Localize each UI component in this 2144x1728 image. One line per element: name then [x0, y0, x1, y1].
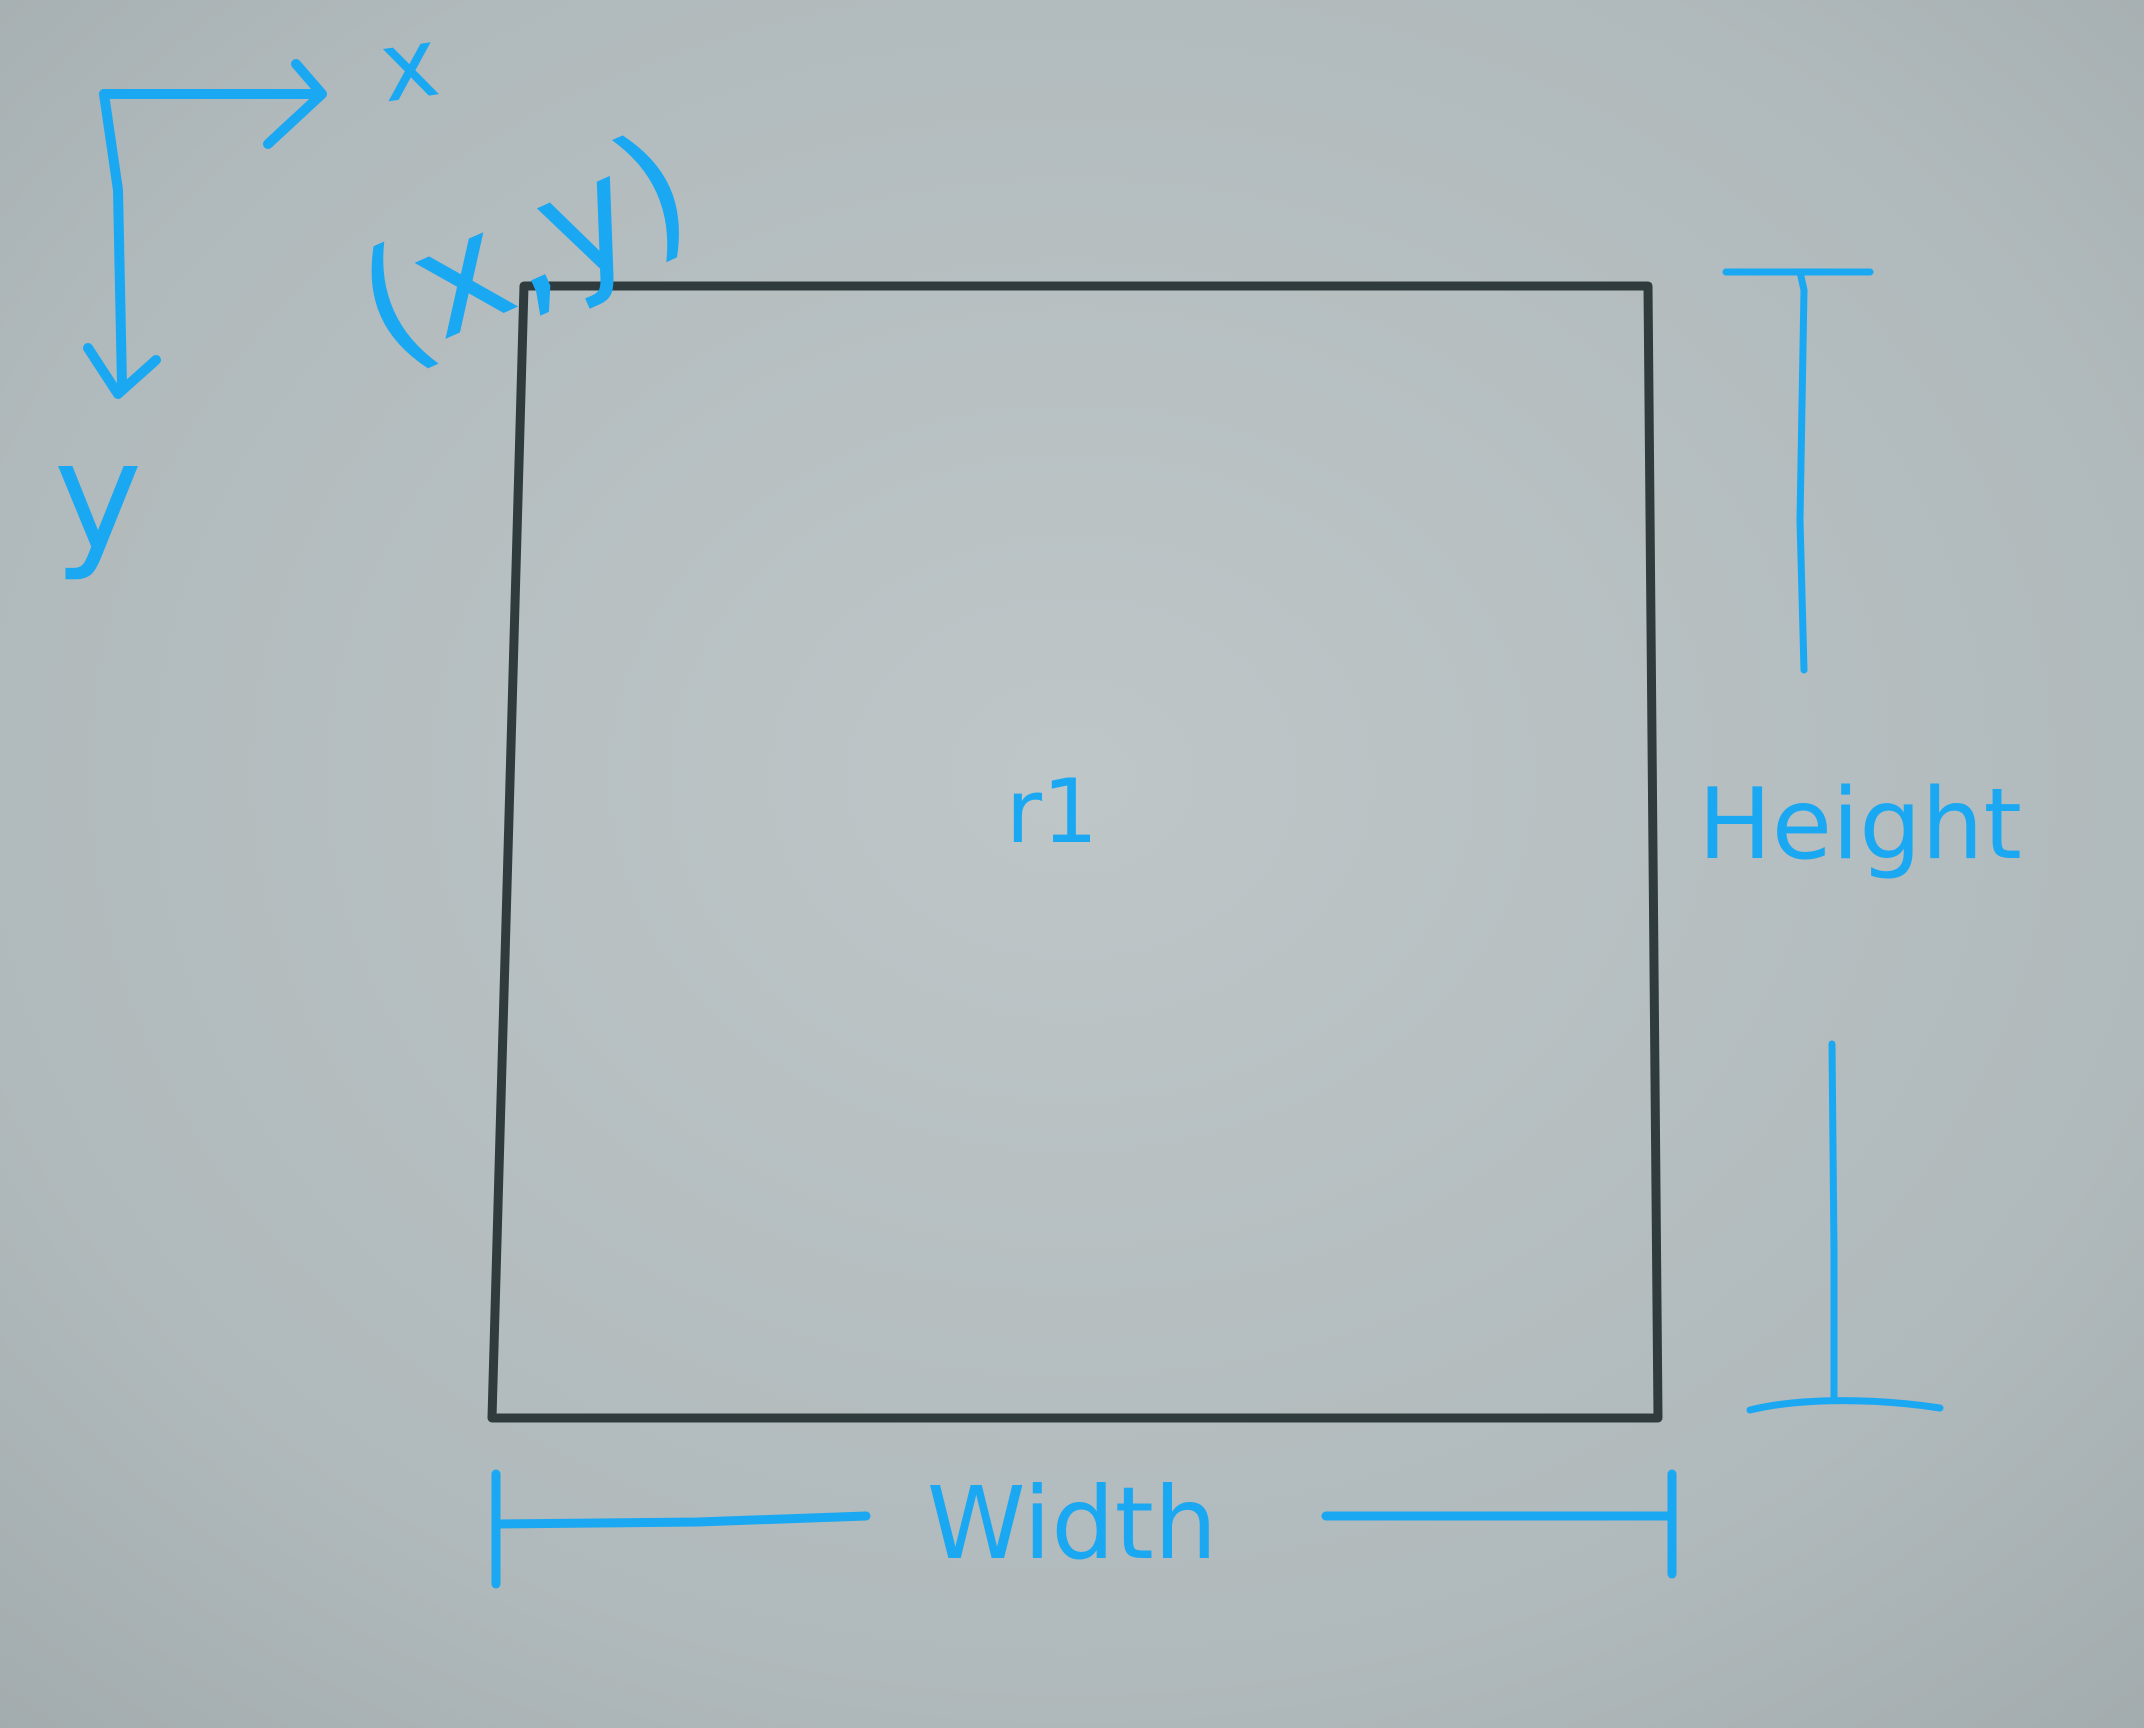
- height-label: Height: [1698, 768, 2022, 882]
- rectangle-name-label: r1: [1006, 760, 1098, 863]
- height-bottom-tick: [1746, 1397, 1944, 1414]
- y-axis-arrow: [83, 89, 161, 399]
- y-axis-label: y: [54, 410, 143, 584]
- width-left-line: [491, 1511, 871, 1529]
- axes-icon: [83, 59, 327, 399]
- x-axis-arrow: [99, 59, 327, 149]
- height-bottom-line: [1828, 1040, 1838, 1402]
- height-top-line: [1796, 268, 1808, 674]
- width-dimension: [491, 1469, 1677, 1589]
- height-dimension: [1722, 268, 1944, 1414]
- width-label: Width: [927, 1465, 1218, 1582]
- rectangle-r1-outline: [487, 281, 1663, 1423]
